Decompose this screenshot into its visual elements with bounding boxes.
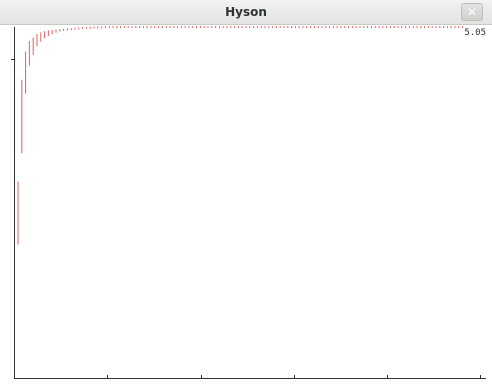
plot-axes xyxy=(11,27,486,379)
window-title: Hyson xyxy=(225,5,267,19)
close-icon: ✕ xyxy=(466,5,478,19)
plot-area: 5.05 xyxy=(11,26,486,379)
plot-canvas: 5.05 xyxy=(0,25,492,386)
bars-group xyxy=(17,26,464,245)
title-bar[interactable]: Hyson ✕ xyxy=(0,0,492,25)
close-button[interactable]: ✕ xyxy=(461,3,483,21)
value-label: 5.05 xyxy=(464,28,486,38)
